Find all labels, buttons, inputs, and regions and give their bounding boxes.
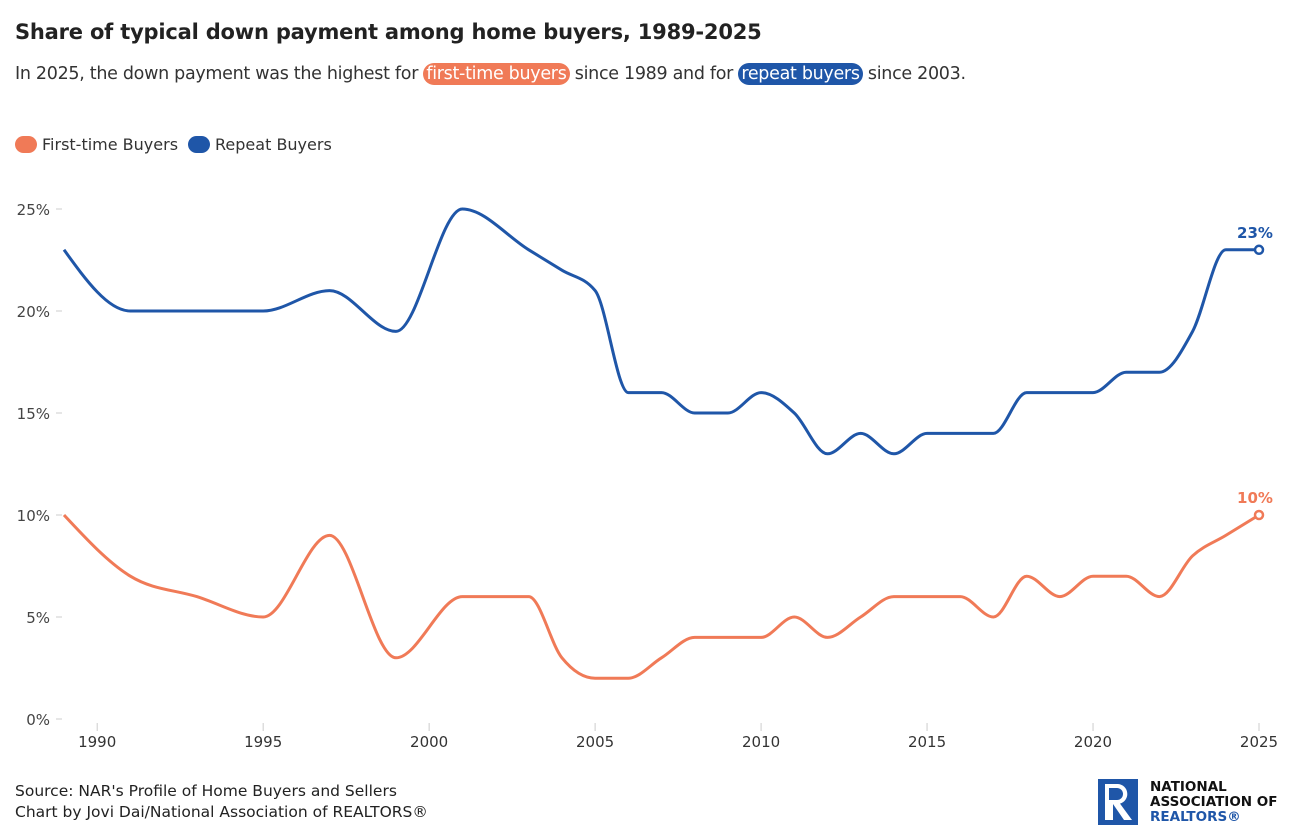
y-tick-label: 25%: [17, 201, 50, 219]
series-line-first-time: [62, 513, 1260, 680]
x-tick-label: 2015: [908, 733, 946, 751]
chart-title: Share of typical down payment among home…: [15, 20, 762, 44]
end-point-marker: [1253, 509, 1265, 521]
legend-item-first-time: First-time Buyers: [15, 135, 178, 154]
credit-note: Chart by Jovi Dai/National Association o…: [15, 803, 428, 821]
x-tick-label: 1995: [244, 733, 282, 751]
y-tick-label: 0%: [26, 711, 50, 729]
y-tick-label: 20%: [17, 303, 50, 321]
x-tick-label: 2010: [742, 733, 780, 751]
realtor-r-icon: [1098, 779, 1138, 825]
legend-label: First-time Buyers: [42, 135, 179, 154]
source-note: Source: NAR's Profile of Home Buyers and…: [15, 782, 397, 800]
legend-item-repeat: Repeat Buyers: [188, 135, 332, 154]
legend-swatch: [188, 136, 211, 153]
end-value-label: 23%: [1237, 224, 1273, 242]
y-tick-label: 5%: [26, 609, 50, 627]
y-tick-label: 15%: [17, 405, 50, 423]
logo-line: ASSOCIATION OF: [1150, 793, 1278, 810]
series-line-repeat: [62, 207, 1260, 456]
footer: Source: NAR's Profile of Home Buyers and…: [15, 781, 428, 823]
legend-swatch: [15, 136, 37, 153]
x-tick-label: 2000: [410, 733, 448, 751]
subtitle-text: since 2003.: [862, 64, 966, 84]
y-tick-label: 10%: [17, 507, 50, 525]
subtitle-text: since 1989 and for: [569, 64, 739, 84]
logo-text: NATIONAL ASSOCIATION OF REALTORS®: [1150, 778, 1278, 825]
legend-label: Repeat Buyers: [215, 135, 332, 154]
x-tick-label: 2020: [1074, 733, 1112, 751]
nar-logo: NATIONAL ASSOCIATION OF REALTORS®: [1098, 779, 1278, 825]
x-tick-label: 1990: [78, 733, 116, 751]
logo-line: REALTORS®: [1150, 808, 1241, 825]
x-tick-label: 2005: [576, 733, 614, 751]
chart-subtitle: In 2025, the down payment was the highes…: [15, 63, 966, 85]
repeat-highlight: repeat buyers: [738, 63, 863, 85]
logo-line: NATIONAL: [1150, 778, 1227, 795]
x-tick-label: 2025: [1240, 733, 1278, 751]
first-time-highlight: first-time buyers: [423, 63, 570, 85]
legend: First-time Buyers Repeat Buyers: [15, 135, 342, 154]
subtitle-text: In 2025, the down payment was the highes…: [15, 64, 424, 84]
end-point-marker: [1253, 244, 1265, 256]
end-value-label: 10%: [1237, 489, 1273, 507]
